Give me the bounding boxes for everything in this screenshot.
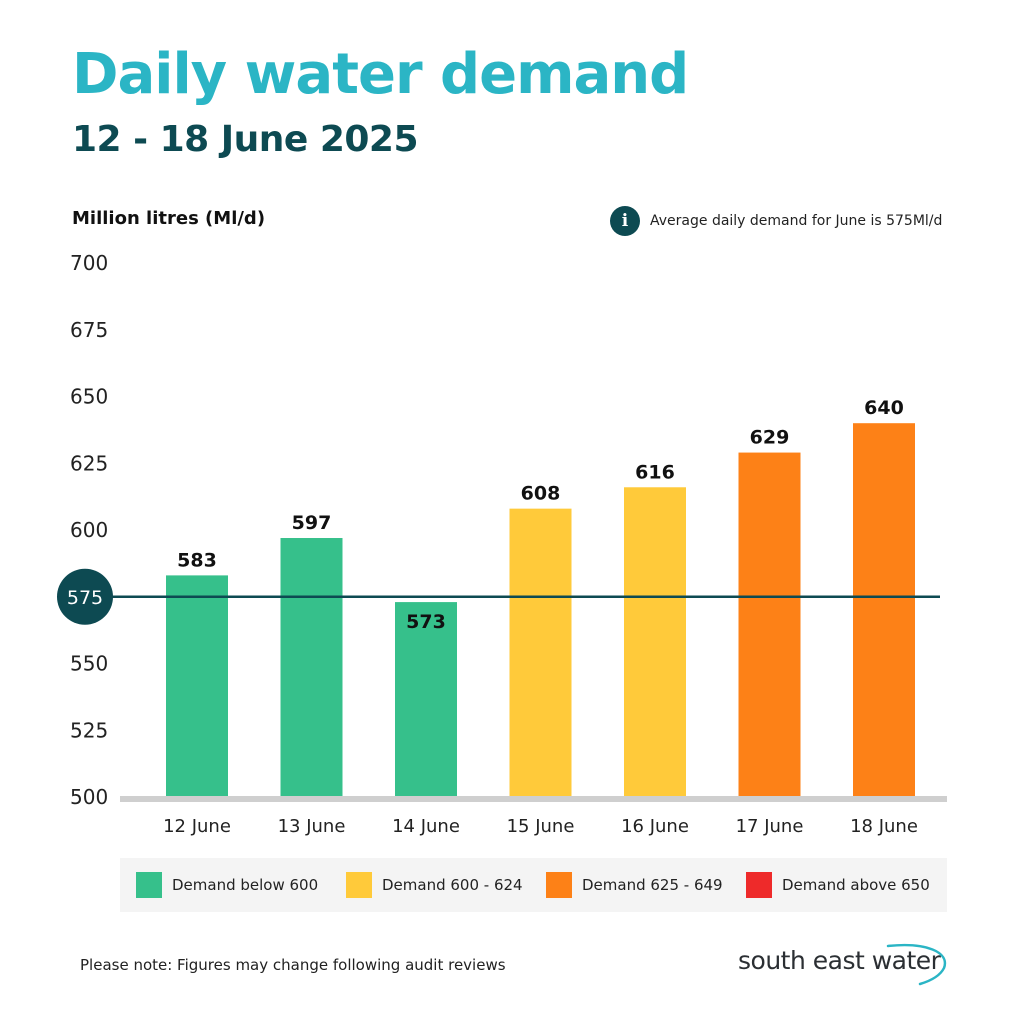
- legend-label: Demand above 650: [782, 876, 930, 894]
- bar-chart: 500 525 550 600 625 650 675 700 583 12 June 597 13 …: [57, 251, 947, 837]
- bar-value-label: 583: [177, 549, 217, 571]
- x-tick-label: 13 June: [278, 816, 346, 837]
- legend-item: Demand below 600: [136, 872, 346, 898]
- legend-swatch: [136, 872, 162, 898]
- bar: [624, 487, 686, 797]
- bar-value-label: 640: [864, 397, 904, 419]
- legend-swatch: [546, 872, 572, 898]
- y-tick-label: 550: [70, 652, 108, 676]
- bar: [166, 575, 228, 797]
- bar: [280, 538, 343, 797]
- average-demand-text: Average daily demand for June is 575Ml/d: [650, 213, 943, 229]
- legend: Demand below 600 Demand 600 - 624 Demand 6…: [120, 858, 947, 912]
- bar-value-label: 608: [521, 483, 561, 505]
- legend-swatch: [346, 872, 372, 898]
- y-tick-label: 700: [70, 251, 108, 275]
- page-subtitle: 12 - 18 June 2025: [72, 119, 419, 160]
- y-tick-label: 600: [70, 518, 108, 542]
- legend-label: Demand 625 - 649: [582, 876, 723, 894]
- legend-label: Demand below 600: [172, 876, 319, 894]
- bar: [509, 508, 572, 797]
- y-tick-label: 625: [70, 451, 108, 475]
- page-title: Daily water demand: [72, 42, 689, 107]
- y-axis-title: Million litres (Ml/d): [72, 208, 266, 229]
- legend-item: Demand 625 - 649: [546, 872, 746, 898]
- x-tick-label: 15 June: [507, 816, 575, 837]
- y-tick-label: 525: [70, 718, 108, 742]
- logo-swoosh-icon: [886, 943, 947, 986]
- bar-value-label: 597: [292, 512, 332, 534]
- legend-item: Demand 600 - 624: [346, 872, 546, 898]
- x-tick-label: 17 June: [736, 816, 804, 837]
- x-tick-label: 18 June: [850, 816, 918, 837]
- average-marker: [57, 568, 113, 625]
- legend-label: Demand 600 - 624: [382, 876, 523, 894]
- x-axis-baseline: [120, 796, 947, 802]
- y-tick-label: 675: [70, 318, 108, 342]
- bar-value-label: 573: [406, 611, 446, 633]
- y-tick-label: 500: [70, 785, 108, 809]
- average-demand-note: i Average daily demand for June is 575Ml…: [610, 206, 942, 236]
- legend-item: Demand above 650: [746, 872, 946, 898]
- footnote: Please note: Figures may change followin…: [80, 956, 506, 974]
- bar-value-label: 629: [750, 427, 790, 449]
- x-tick-label: 14 June: [392, 816, 460, 837]
- brand-logo: south east water: [738, 938, 953, 988]
- x-tick-label: 16 June: [621, 816, 689, 837]
- info-icon: i: [610, 206, 640, 236]
- bar-value-label: 616: [635, 461, 675, 483]
- bar: [738, 452, 801, 797]
- bar: [853, 423, 915, 797]
- brand-name: south east water: [738, 946, 941, 975]
- average-marker-label: 575: [67, 587, 103, 609]
- legend-swatch: [746, 872, 772, 898]
- y-tick-label: 650: [70, 385, 108, 409]
- x-tick-label: 12 June: [163, 816, 231, 837]
- bar: [395, 602, 457, 797]
